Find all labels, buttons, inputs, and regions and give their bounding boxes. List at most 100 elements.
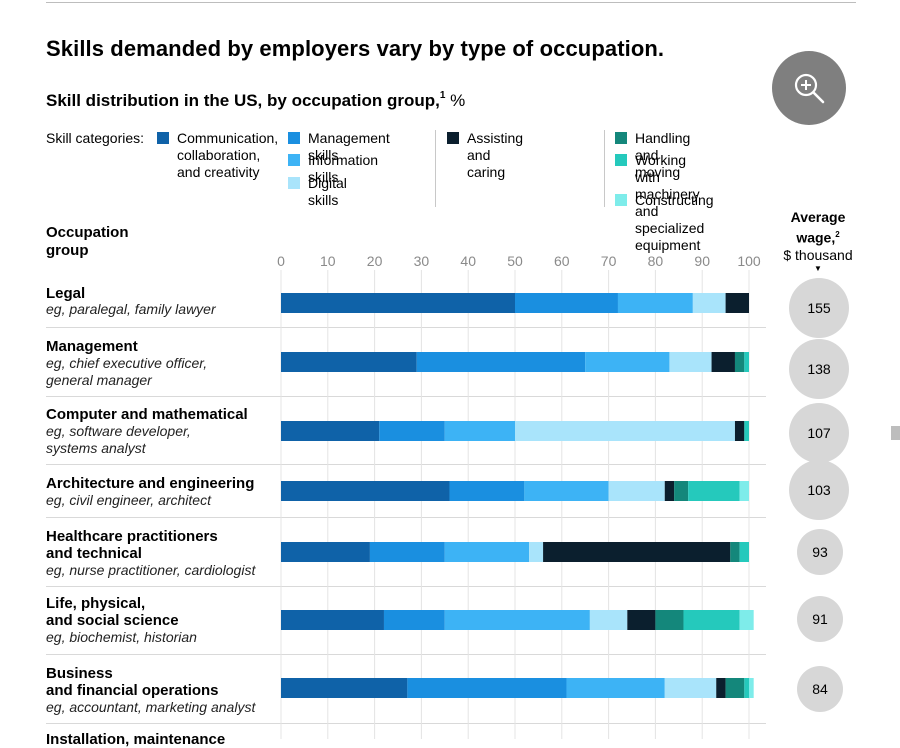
bar-segment [281, 352, 417, 372]
row-title: Legal [46, 285, 86, 302]
legend-swatch [615, 132, 627, 144]
zoom-button[interactable] [772, 51, 846, 125]
page-title: Skills demanded by employers vary by typ… [46, 36, 665, 61]
bar-segment [734, 421, 745, 441]
row-title: Life, physical, and social science [46, 595, 179, 629]
legend-text: Working with machinery and specialized e… [635, 152, 705, 253]
bar-segment [683, 610, 740, 630]
legend-text: Management skills [308, 130, 390, 163]
row-title: Management [46, 338, 138, 355]
bar-segment [281, 293, 515, 313]
bar-segment [664, 678, 717, 698]
row-example: eg, accountant, marketing analyst [46, 699, 256, 715]
legend-text: Constructing [635, 192, 714, 208]
row-divider [46, 464, 766, 465]
row-divider [46, 723, 766, 724]
x-tick-label: 20 [367, 253, 383, 269]
row-divider [46, 586, 766, 587]
bar-segment [524, 481, 609, 501]
wage-header-unit: $ thousand [783, 246, 853, 263]
bar-segment [515, 421, 735, 441]
subtitle-unit: % [450, 91, 466, 110]
bar-segment [688, 481, 740, 501]
row-divider [46, 396, 766, 397]
bar-segment [655, 610, 684, 630]
wage-circle: 103 [789, 460, 849, 520]
x-tick-label: 90 [694, 253, 710, 269]
bar-segment [444, 542, 530, 562]
wage-circle: 84 [797, 666, 843, 712]
row-title: Computer and mathematical [46, 406, 248, 423]
x-tick-label: 10 [320, 253, 336, 269]
bar-segment [449, 481, 525, 501]
bar-segment [281, 542, 370, 562]
wage-circle: 155 [789, 278, 849, 338]
bar-segment [674, 481, 689, 501]
bar-segment [529, 542, 544, 562]
legend-swatch [447, 132, 459, 144]
x-tick-label: 60 [554, 253, 570, 269]
bar-segment [744, 678, 749, 698]
bar-segment [749, 678, 754, 698]
wage-header-line2: wage, [796, 229, 836, 246]
bar-segment [664, 481, 675, 501]
bar-segment [444, 610, 590, 630]
wage-circle: 93 [797, 529, 843, 575]
bar-segment [444, 421, 515, 441]
row-divider [46, 327, 766, 328]
chart-subtitle: Skill distribution in the US, by occupat… [46, 90, 466, 111]
bar-segment [416, 352, 586, 372]
bar-segment [589, 610, 628, 630]
x-tick-label: 40 [460, 253, 476, 269]
bar-segment [543, 542, 731, 562]
x-tick-label: 100 [737, 253, 761, 269]
bar-segment [608, 481, 665, 501]
legend-text: Communication, collaboration, and creati… [177, 130, 279, 180]
legend-text: Information skills [308, 152, 379, 185]
subtitle-footnote: 1 [439, 90, 446, 101]
x-tick-label: 80 [648, 253, 664, 269]
bar-segment [617, 293, 693, 313]
x-tick-label: 0 [277, 253, 285, 269]
row-title: Architecture and engineering [46, 475, 255, 492]
legend-swatch [157, 132, 169, 144]
bar-segment [739, 542, 749, 562]
scroll-indicator[interactable] [891, 426, 900, 440]
bar-segment [739, 610, 754, 630]
bar-segment [725, 293, 749, 313]
wage-header-line2-wrap: wage,2 [778, 226, 858, 247]
legend-text: Digital skills [308, 175, 347, 208]
bar-segment [566, 678, 665, 698]
wage-column-header: Average wage,2 $ thousand ▼ [778, 209, 858, 274]
row-example: eg, biochemist, historian [46, 629, 197, 645]
occupation-column-header: Occupation group [46, 224, 129, 259]
bar-segment [716, 678, 726, 698]
wage-header-footnote: 2 [835, 230, 840, 239]
bar-segment [734, 352, 745, 372]
bar-segment [281, 481, 450, 501]
subtitle-text: Skill distribution in the US, by occupat… [46, 91, 440, 110]
row-example: eg, civil engineer, architect [46, 492, 211, 508]
row-divider [46, 517, 766, 518]
row-example: eg, paralegal, family lawyer [46, 301, 216, 317]
bar-segment [725, 678, 745, 698]
row-divider [46, 654, 766, 655]
bar-segment [383, 610, 445, 630]
legend-swatch [288, 132, 300, 144]
bar-segment [711, 352, 735, 372]
wage-circle: 107 [789, 403, 849, 463]
bar-segment [744, 421, 749, 441]
bar-segment [515, 293, 618, 313]
bar-segment [369, 542, 445, 562]
legend-swatch [615, 194, 627, 206]
bar-segment [281, 678, 408, 698]
legend-swatch [288, 177, 300, 189]
bar-segment [739, 481, 749, 501]
row-title: Business and financial operations [46, 665, 219, 699]
legend-label: Skill categories: [46, 130, 145, 146]
x-tick-label: 30 [414, 253, 430, 269]
bar-segment [281, 421, 380, 441]
bar-segment [744, 352, 749, 372]
legend-divider [435, 130, 436, 207]
